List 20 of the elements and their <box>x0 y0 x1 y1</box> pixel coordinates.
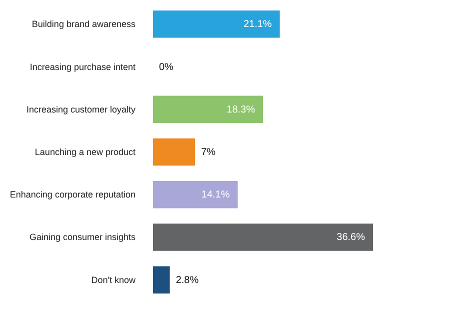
y-tick-label: Don't know <box>91 274 136 285</box>
y-tick-label: Increasing purchase intent <box>30 62 136 72</box>
bar <box>153 224 373 251</box>
y-tick-label: Enhancing corporate reputation <box>10 190 136 200</box>
data-label: 7% <box>201 147 216 158</box>
data-label: 36.6% <box>336 232 366 244</box>
bar <box>153 266 170 294</box>
y-tick-label: Gaining consumer insights <box>29 232 136 242</box>
data-label: 2.8% <box>176 274 199 286</box>
data-label: 0% <box>159 62 174 73</box>
y-tick-label: Launching a new product <box>34 147 136 157</box>
bar <box>153 138 196 166</box>
bar <box>153 180 238 208</box>
y-tick-label: Building brand awareness <box>32 19 136 30</box>
bar <box>153 96 263 124</box>
data-label: 18.3% <box>226 104 256 116</box>
data-label: 14.1% <box>201 190 230 201</box>
data-label: 21.1% <box>243 19 272 30</box>
y-tick-label: Increasing customer loyalty <box>26 104 136 114</box>
bar <box>153 10 280 38</box>
